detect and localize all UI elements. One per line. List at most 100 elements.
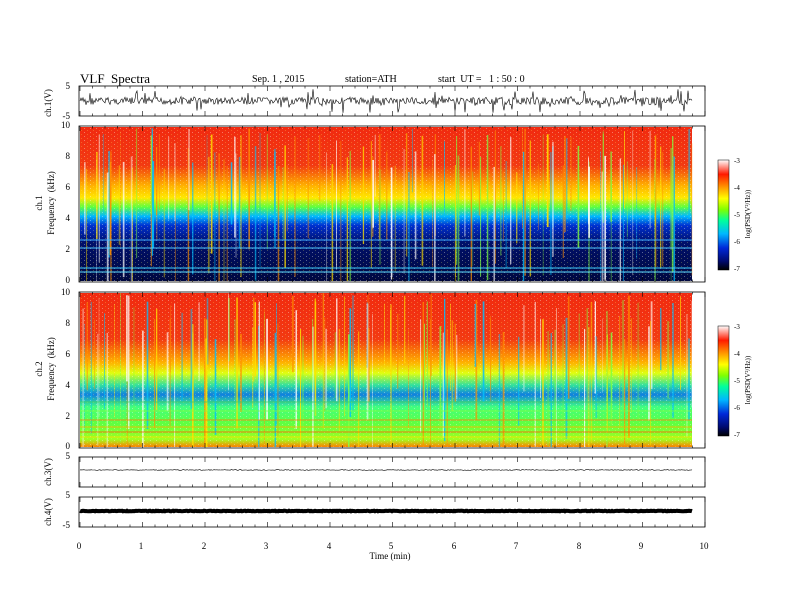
spectrogram-streak [450,303,451,391]
spectrogram-streak [372,160,374,228]
spectrogram-streak [550,333,552,447]
spectrogram-streak [274,332,277,447]
spectrogram-streak [258,301,260,421]
spectrogram-streak [556,308,557,447]
spectrogram-streak [150,135,153,215]
spectrogram-streak [208,156,210,274]
spectrogram-streak [277,323,279,437]
spectrogram-streak [660,146,662,268]
spectrogram-streak [266,318,268,420]
spectrogram-streak [586,308,588,422]
spectrogram-streak [562,324,564,442]
spectrogram-streak [98,134,100,263]
spectrogram-streak [174,166,176,281]
spectrogram-streak [109,161,112,255]
spectrogram-streak [688,338,690,420]
spectrogram-streak [584,328,586,447]
spectrogram-streak [84,162,86,235]
spectrogram-streak [384,303,385,373]
spectrogram-streak [408,172,410,281]
spectrogram-streak [686,314,688,438]
spectrogram-streak [307,138,309,239]
spectrogram-streak [594,301,596,394]
spectrogram-streak [206,135,208,210]
spectrogram-streak [223,159,225,281]
spectrogram-streak [276,303,277,426]
spectrogram-streak [142,330,144,447]
spectrogram-streak [206,319,208,447]
spectrogram-streak [454,323,456,402]
spectrogram-streak [366,303,369,420]
spectrogram-streak [475,299,478,420]
spectrogram-streak [474,303,477,367]
spectrogram-streak [568,296,570,399]
spectrogram-streak [322,293,325,429]
spectrogram-streak [502,332,505,447]
spectrogram-streak [552,141,554,257]
spectrogram-streak [325,328,327,409]
ch1-spec-ytick: 8 [65,151,71,161]
spectrogram-streak [253,297,255,382]
spectrogram-streak [654,134,657,267]
spectrogram-streak [238,156,241,249]
spectrogram-streak [630,318,632,413]
spectrogram-streak [390,310,392,375]
spectrogram-streak [136,128,138,259]
spectrogram-streak [94,319,95,389]
spectrogram-streak [456,136,458,265]
spectrogram-streak [240,135,242,278]
spectrogram-streak [390,304,392,444]
x-tick-label: 8 [576,541,582,551]
spectrogram-streak [349,150,351,281]
spectrogram-streak [648,326,650,421]
spectrogram-streak [198,302,200,381]
spectrogram-streak [118,165,120,245]
cb2-tick: -5 [734,377,740,385]
spectrogram-streak [263,309,265,447]
spectrogram-streak [482,301,485,403]
ch2-spec-ytick: 2 [65,411,71,421]
spectrogram-streak [252,327,254,408]
spectrogram-streak [102,134,104,214]
spectrogram-streak [660,308,662,371]
spectrogram-streak [324,317,326,411]
spectrogram-streak [274,148,276,237]
spectrogram-streak [446,329,448,447]
spectrogram-streak [670,165,672,281]
spectrogram-streak [163,168,165,278]
spectrogram-streak [346,157,348,281]
cb1-tick: -6 [734,238,740,246]
spectrogram-streak [524,128,526,276]
colorbar-ch1 [717,159,730,271]
ch2-spec-ytick: 10 [61,287,70,297]
spectrogram-streak [312,326,314,447]
spectrogram-streak [636,167,638,259]
cb1-tick: -7 [734,265,740,273]
spectrogram-streak [505,161,507,268]
spectrogram-streak [422,302,424,447]
ch1-spec-ytick: 2 [65,244,71,254]
x-tick-label: 7 [513,541,519,551]
spectrogram-streak [181,312,183,402]
spectrogram-streak [174,303,176,447]
spectrogram-streak [604,155,606,281]
spectrogram-streak [106,332,108,447]
spectrogram-streak [133,307,135,430]
spectrogram-streak [234,136,236,238]
spectrogram-streak [254,302,256,377]
spectrogram-streak [430,319,431,447]
spectrogram-streak [254,146,257,281]
spectrogram-streak [540,318,541,399]
spectrogram-streak [606,334,608,433]
spectrogram-streak [522,128,523,229]
spectrogram-streak [214,339,217,435]
spectrogram-streak [547,331,549,447]
spectrogram-streak [542,319,544,446]
ch1-spec-ytick: 6 [65,182,71,192]
spectrogram-streak [277,166,280,281]
spectrogram-streak [284,145,286,269]
spectrogram-streak [626,161,628,238]
spectrogram-streak [174,143,176,222]
cb2-tick: -3 [734,323,740,331]
spectrogram-streak [588,326,590,447]
